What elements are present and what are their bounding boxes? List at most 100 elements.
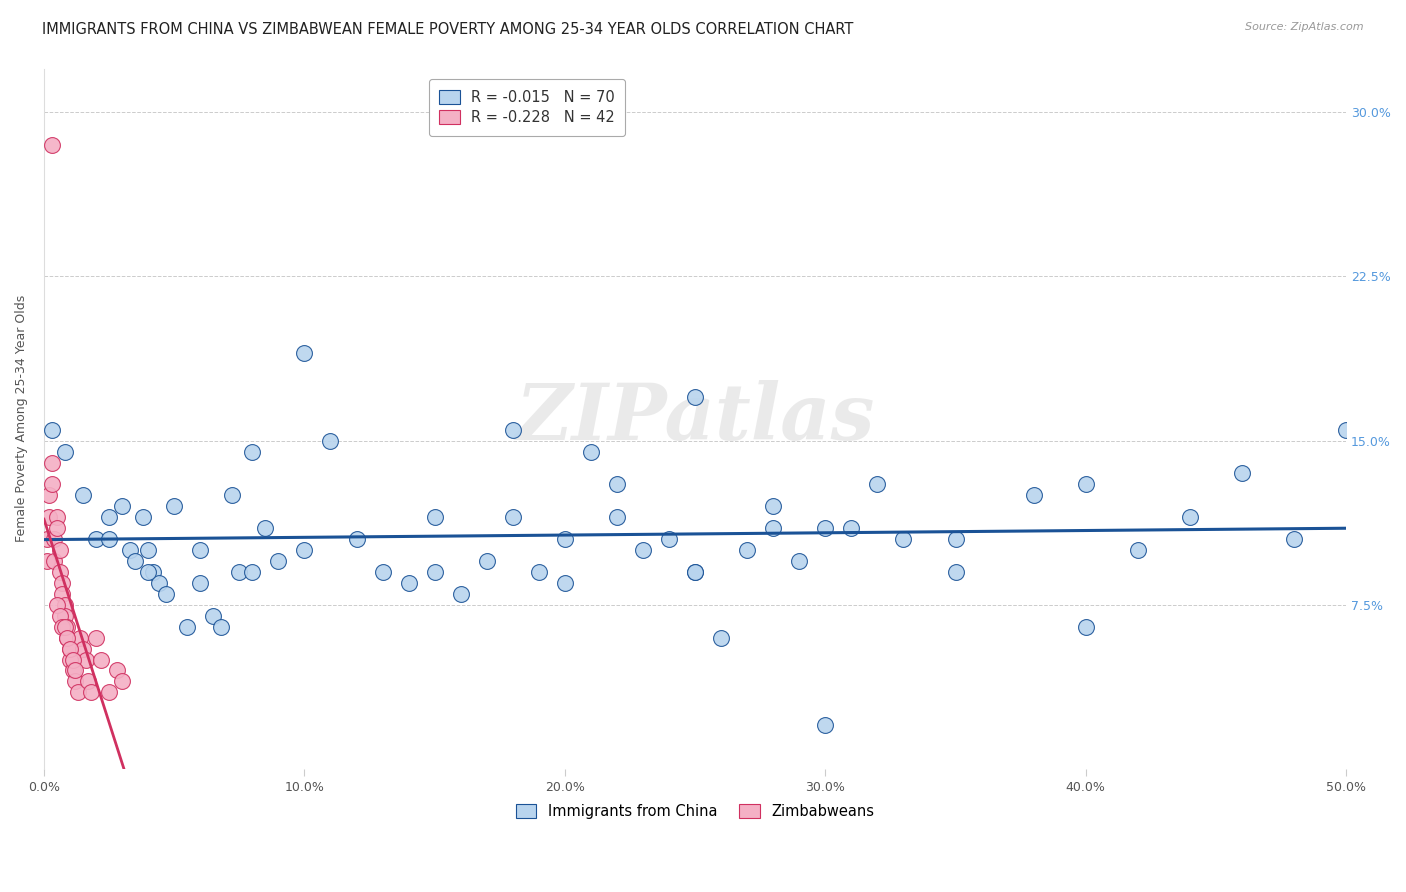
Immigrants from China <box>346 532 368 546</box>
Zimbabweans <box>69 631 91 645</box>
Immigrants from China <box>841 521 863 535</box>
Immigrants from China <box>142 565 165 579</box>
Immigrants from China <box>254 521 277 535</box>
Immigrants from China <box>762 521 785 535</box>
Immigrants from China <box>267 554 290 568</box>
Immigrants from China <box>319 434 342 448</box>
Immigrants from China <box>98 532 121 546</box>
Immigrants from China <box>554 532 576 546</box>
Immigrants from China <box>475 554 498 568</box>
Immigrants from China <box>683 565 706 579</box>
Zimbabweans <box>66 685 89 699</box>
Zimbabweans <box>44 554 66 568</box>
Immigrants from China <box>579 444 602 458</box>
Zimbabweans <box>48 543 70 558</box>
Immigrants from China <box>502 510 524 524</box>
Zimbabweans <box>38 488 60 502</box>
Immigrants from China <box>814 521 837 535</box>
Immigrants from China <box>188 575 211 590</box>
Text: Source: ZipAtlas.com: Source: ZipAtlas.com <box>1246 22 1364 32</box>
Y-axis label: Female Poverty Among 25-34 Year Olds: Female Poverty Among 25-34 Year Olds <box>15 295 28 542</box>
Immigrants from China <box>606 477 628 491</box>
Immigrants from China <box>683 565 706 579</box>
Immigrants from China <box>294 543 316 558</box>
Immigrants from China <box>294 346 316 360</box>
Immigrants from China <box>163 500 186 514</box>
Immigrants from China <box>124 554 146 568</box>
Immigrants from China <box>527 565 550 579</box>
Zimbabweans <box>51 587 73 601</box>
Legend: Immigrants from China, Zimbabweans: Immigrants from China, Zimbabweans <box>510 798 880 825</box>
Immigrants from China <box>658 532 681 546</box>
Zimbabweans <box>41 456 63 470</box>
Immigrants from China <box>155 587 177 601</box>
Immigrants from China <box>240 565 263 579</box>
Immigrants from China <box>53 444 76 458</box>
Immigrants from China <box>132 510 155 524</box>
Zimbabweans <box>90 652 112 666</box>
Immigrants from China <box>240 444 263 458</box>
Immigrants from China <box>502 423 524 437</box>
Immigrants from China <box>1074 620 1097 634</box>
Immigrants from China <box>118 543 141 558</box>
Immigrants from China <box>762 500 785 514</box>
Immigrants from China <box>866 477 889 491</box>
Immigrants from China <box>606 510 628 524</box>
Zimbabweans <box>53 620 76 634</box>
Zimbabweans <box>38 510 60 524</box>
Zimbabweans <box>98 685 121 699</box>
Zimbabweans <box>62 652 84 666</box>
Immigrants from China <box>188 543 211 558</box>
Immigrants from China <box>450 587 472 601</box>
Immigrants from China <box>710 631 733 645</box>
Zimbabweans <box>80 685 103 699</box>
Zimbabweans <box>72 641 94 656</box>
Immigrants from China <box>148 575 170 590</box>
Immigrants from China <box>1178 510 1201 524</box>
Zimbabweans <box>62 664 84 678</box>
Zimbabweans <box>44 532 66 546</box>
Immigrants from China <box>209 620 232 634</box>
Zimbabweans <box>59 641 82 656</box>
Immigrants from China <box>136 543 159 558</box>
Zimbabweans <box>53 598 76 612</box>
Immigrants from China <box>814 718 837 732</box>
Zimbabweans <box>46 598 69 612</box>
Immigrants from China <box>1336 423 1358 437</box>
Immigrants from China <box>735 543 758 558</box>
Zimbabweans <box>53 608 76 623</box>
Zimbabweans <box>59 641 82 656</box>
Zimbabweans <box>84 631 107 645</box>
Zimbabweans <box>51 620 73 634</box>
Zimbabweans <box>51 575 73 590</box>
Immigrants from China <box>683 390 706 404</box>
Immigrants from China <box>371 565 394 579</box>
Immigrants from China <box>1022 488 1045 502</box>
Immigrants from China <box>423 510 446 524</box>
Zimbabweans <box>56 631 79 645</box>
Text: IMMIGRANTS FROM CHINA VS ZIMBABWEAN FEMALE POVERTY AMONG 25-34 YEAR OLDS CORRELA: IMMIGRANTS FROM CHINA VS ZIMBABWEAN FEMA… <box>42 22 853 37</box>
Zimbabweans <box>77 674 100 689</box>
Immigrants from China <box>41 423 63 437</box>
Immigrants from China <box>1126 543 1149 558</box>
Zimbabweans <box>56 620 79 634</box>
Zimbabweans <box>48 565 70 579</box>
Zimbabweans <box>75 652 97 666</box>
Zimbabweans <box>41 477 63 491</box>
Immigrants from China <box>1230 467 1253 481</box>
Immigrants from China <box>787 554 810 568</box>
Zimbabweans <box>41 138 63 153</box>
Zimbabweans <box>35 554 58 568</box>
Zimbabweans <box>46 510 69 524</box>
Zimbabweans <box>65 674 87 689</box>
Immigrants from China <box>98 510 121 524</box>
Immigrants from China <box>945 565 967 579</box>
Immigrants from China <box>221 488 243 502</box>
Zimbabweans <box>111 674 134 689</box>
Immigrants from China <box>945 532 967 546</box>
Immigrants from China <box>111 500 134 514</box>
Text: ZIPatlas: ZIPatlas <box>516 381 875 457</box>
Immigrants from China <box>554 575 576 590</box>
Immigrants from China <box>136 565 159 579</box>
Zimbabweans <box>48 608 70 623</box>
